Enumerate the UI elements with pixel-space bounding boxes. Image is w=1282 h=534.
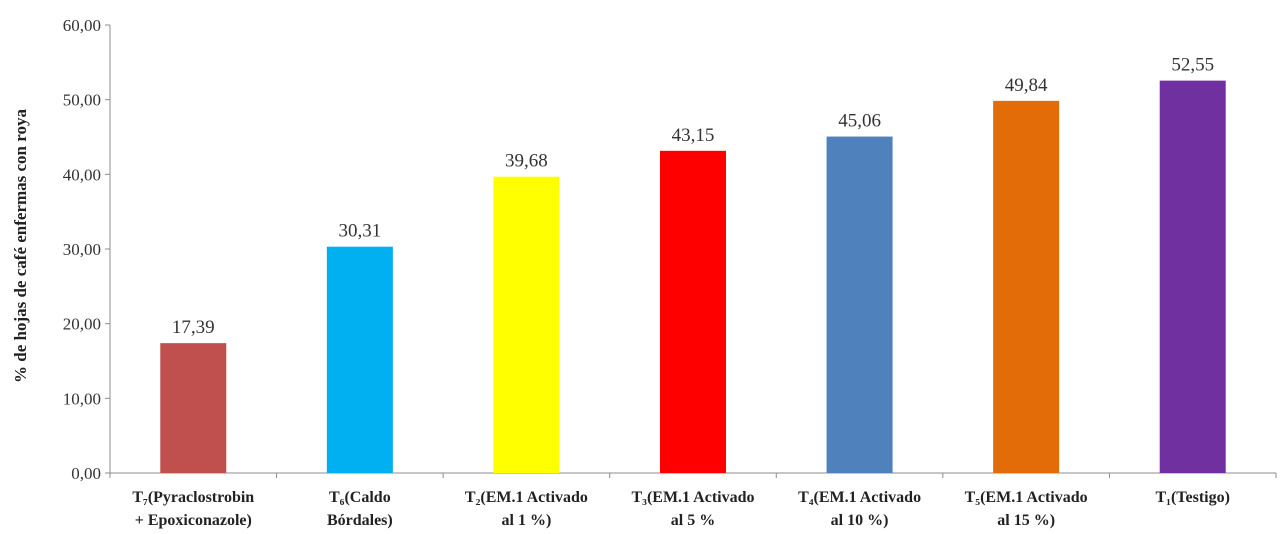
value-labels: 17,39 30,31 39,68 43,15 45,06 49,84 52,55 bbox=[172, 55, 1214, 339]
category-labels: T₇(Pyraclostrobin + Epoxiconazole) T₆(Cald… bbox=[132, 489, 1230, 529]
value-label: 39,68 bbox=[505, 151, 548, 172]
value-label: 43,15 bbox=[672, 125, 715, 146]
category-label-line: T₄(EM.1 Activado bbox=[798, 489, 921, 506]
bar bbox=[160, 343, 227, 473]
category-label-line: T₆(Caldo bbox=[329, 489, 391, 506]
category-label-line: T₂(EM.1 Activado bbox=[465, 489, 588, 506]
category-label-line: T₇(Pyraclostrobin bbox=[132, 489, 254, 506]
category-label-line: T₁(Testigo) bbox=[1155, 489, 1229, 506]
value-label: 30,31 bbox=[338, 221, 381, 242]
bars bbox=[160, 80, 1226, 474]
y-tick-label: 20,00 bbox=[63, 315, 101, 334]
category-label-line: al 10 %) bbox=[831, 512, 889, 529]
category-label-line: T₅(EM.1 Activado bbox=[965, 489, 1088, 506]
bar bbox=[326, 246, 393, 473]
y-tick-label: 0,00 bbox=[71, 464, 101, 483]
category-label-line: T₃(EM.1 Activado bbox=[631, 489, 754, 506]
value-label: 52,55 bbox=[1171, 55, 1214, 76]
y-tick-label: 50,00 bbox=[63, 91, 101, 110]
y-tick-label: 10,00 bbox=[63, 389, 101, 408]
bar bbox=[993, 100, 1060, 474]
y-tick-labels: 0,00 10,00 20,00 30,00 40,00 50,00 60,00 bbox=[63, 16, 101, 483]
category-label: T₅(EM.1 Activado al 15 %) bbox=[965, 489, 1088, 529]
bar bbox=[1159, 80, 1226, 474]
y-axis-title: % de hojas de café enfermas con roya bbox=[11, 109, 30, 384]
y-tick-label: 40,00 bbox=[63, 165, 101, 184]
value-label: 17,39 bbox=[172, 317, 215, 338]
y-tick-label: 60,00 bbox=[63, 16, 101, 35]
category-label: T₄(EM.1 Activado al 10 %) bbox=[798, 489, 921, 529]
category-label-line: + Epoxiconazole) bbox=[135, 512, 252, 529]
value-label: 49,84 bbox=[1005, 75, 1048, 96]
bar bbox=[660, 150, 726, 473]
category-label-line: al 5 % bbox=[671, 512, 715, 529]
category-label: T₁(Testigo) bbox=[1155, 489, 1229, 506]
category-label: T₂(EM.1 Activado al 1 %) bbox=[465, 489, 588, 529]
bar bbox=[493, 176, 560, 474]
category-label-line: al 1 %) bbox=[502, 512, 552, 529]
y-tick-label: 30,00 bbox=[63, 240, 101, 259]
category-label: T₃(EM.1 Activado al 5 % bbox=[631, 489, 754, 529]
bar bbox=[826, 136, 893, 473]
category-label-line: Bórdales) bbox=[327, 512, 393, 529]
category-label: T₆(Caldo Bórdales) bbox=[327, 489, 393, 529]
value-label: 45,06 bbox=[838, 111, 881, 132]
category-label-line: al 15 %) bbox=[997, 512, 1055, 529]
y-axis-label: % de hojas de café enfermas con roya bbox=[11, 109, 30, 384]
category-label: T₇(Pyraclostrobin + Epoxiconazole) bbox=[132, 489, 254, 529]
